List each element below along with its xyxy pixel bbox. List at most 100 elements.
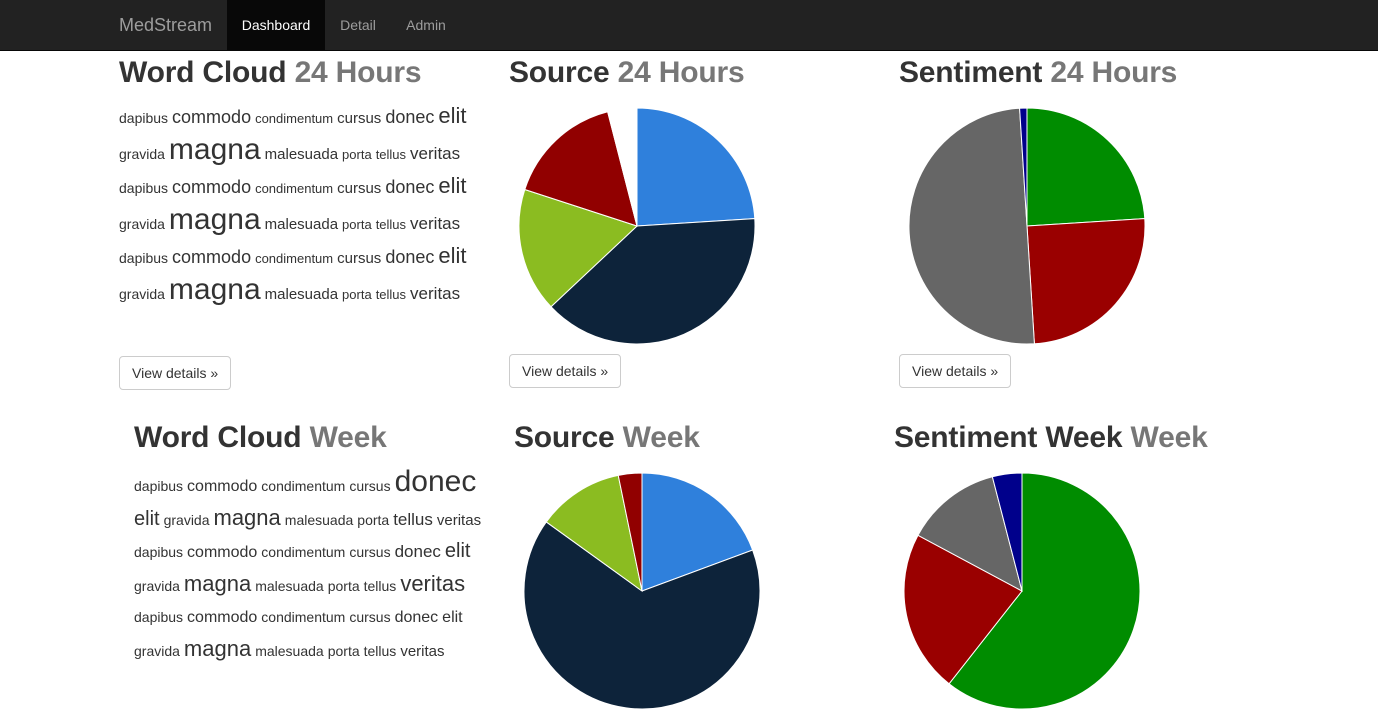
- cloud-word[interactable]: gravida: [163, 512, 210, 528]
- cloud-word[interactable]: tellus: [375, 287, 407, 302]
- cloud-word[interactable]: tellus: [375, 217, 407, 232]
- cloud-word[interactable]: donec: [394, 542, 441, 561]
- cloud-word[interactable]: magna: [168, 133, 261, 166]
- sentiment-week-slice[interactable]: [917, 476, 1023, 592]
- source-24-view-details-button[interactable]: View details »: [509, 354, 622, 388]
- sentiment-week-slice[interactable]: [991, 472, 1023, 592]
- source-week-slice[interactable]: [641, 472, 754, 592]
- cloud-word[interactable]: cursus: [349, 478, 391, 494]
- cloud-word[interactable]: tellus: [375, 147, 407, 162]
- cloud-word[interactable]: malesuada: [264, 216, 339, 233]
- source-24-slice[interactable]: [607, 107, 638, 227]
- nav-detail[interactable]: Detail: [340, 17, 376, 33]
- source-week-slice[interactable]: [523, 521, 761, 710]
- cloud-word[interactable]: elit: [438, 173, 467, 198]
- cloud-word[interactable]: dapibus: [119, 180, 169, 196]
- cloud-word[interactable]: dapibus: [119, 250, 169, 266]
- cloud-word[interactable]: gravida: [134, 578, 180, 594]
- cloud-word[interactable]: magna: [168, 273, 261, 306]
- cloud-word[interactable]: malesuada: [284, 512, 354, 528]
- cloud-word[interactable]: cursus: [337, 250, 382, 267]
- nav-dashboard[interactable]: Dashboard: [227, 0, 325, 50]
- brand[interactable]: MedStream: [119, 15, 213, 35]
- cloud-word[interactable]: porta: [342, 287, 372, 302]
- sentiment-24-slice[interactable]: [1026, 107, 1146, 227]
- source-week-slice[interactable]: [617, 472, 643, 592]
- cloud-word[interactable]: veritas: [410, 144, 461, 163]
- cloud-word[interactable]: gravida: [119, 146, 165, 162]
- cloud-word[interactable]: cursus: [337, 110, 382, 127]
- cloud-word[interactable]: veritas: [436, 512, 482, 529]
- cloud-word[interactable]: commodo: [172, 177, 252, 197]
- wordcloud-24-view-details-button[interactable]: View details »: [119, 356, 232, 390]
- cloud-word[interactable]: veritas: [400, 643, 445, 660]
- cloud-word[interactable]: magna: [183, 636, 252, 661]
- cloud-word[interactable]: gravida: [119, 216, 165, 232]
- cloud-word[interactable]: donec: [385, 177, 435, 197]
- cloud-word[interactable]: cursus: [337, 180, 382, 197]
- nav-admin[interactable]: Admin: [406, 17, 446, 33]
- cloud-word[interactable]: commodo: [187, 544, 258, 561]
- cloud-word[interactable]: donec: [385, 107, 435, 127]
- cloud-word[interactable]: porta: [342, 217, 372, 232]
- cloud-word[interactable]: tellus: [363, 643, 397, 659]
- cloud-word[interactable]: elit: [444, 540, 471, 562]
- cloud-word[interactable]: dapibus: [134, 544, 184, 560]
- cloud-word[interactable]: elit: [134, 508, 160, 530]
- sentiment-week-slice[interactable]: [948, 472, 1141, 710]
- cloud-word[interactable]: condimentum: [255, 251, 334, 266]
- cloud-word[interactable]: porta: [357, 512, 390, 528]
- source-24-slice[interactable]: [636, 107, 756, 227]
- cloud-word[interactable]: condimentum: [255, 181, 334, 196]
- cloud-word[interactable]: tellus: [363, 578, 397, 594]
- cloud-word[interactable]: donec: [394, 465, 477, 498]
- cloud-word[interactable]: malesuada: [264, 286, 339, 303]
- sentiment-24-slice[interactable]: [1026, 218, 1146, 345]
- cloud-word[interactable]: commodo: [187, 478, 258, 495]
- cloud-word[interactable]: donec: [385, 247, 435, 267]
- cloud-word[interactable]: cursus: [349, 544, 391, 560]
- cloud-word[interactable]: dapibus: [134, 478, 184, 494]
- cloud-word[interactable]: veritas: [400, 571, 466, 596]
- source-24-slice[interactable]: [518, 188, 638, 308]
- wordcloud-24-title: Word Cloud 24 Hours: [119, 56, 422, 90]
- sentiment-24-view-details-button[interactable]: View details »: [899, 354, 1012, 388]
- cloud-word[interactable]: condimentum: [261, 478, 346, 494]
- cloud-word[interactable]: condimentum: [255, 111, 334, 126]
- cloud-word[interactable]: magna: [213, 505, 281, 530]
- cloud-word[interactable]: commodo: [172, 247, 252, 267]
- source-week-slice[interactable]: [545, 474, 643, 593]
- wordcloud-week-title: Word Cloud Week: [134, 421, 387, 455]
- sentiment-24-title-sub: 24 Hours: [1050, 56, 1178, 89]
- sentiment-24-slice[interactable]: [1019, 107, 1028, 227]
- cloud-word[interactable]: magna: [183, 571, 252, 596]
- cloud-word[interactable]: dapibus: [119, 110, 169, 126]
- source-24-slice[interactable]: [550, 218, 756, 345]
- cloud-word[interactable]: condimentum: [261, 609, 346, 625]
- cloud-word[interactable]: tellus: [393, 510, 433, 529]
- cloud-word[interactable]: gravida: [134, 643, 180, 659]
- cloud-word[interactable]: condimentum: [261, 544, 346, 560]
- cloud-word[interactable]: malesuada: [264, 146, 339, 163]
- cloud-word[interactable]: porta: [327, 578, 360, 594]
- cloud-word[interactable]: porta: [327, 643, 360, 659]
- cloud-word[interactable]: malesuada: [255, 578, 324, 594]
- cloud-word[interactable]: dapibus: [134, 609, 184, 625]
- cloud-word[interactable]: gravida: [119, 286, 165, 302]
- cloud-word[interactable]: commodo: [172, 107, 252, 127]
- cloud-word[interactable]: donec: [394, 609, 439, 626]
- cloud-word[interactable]: elit: [442, 609, 463, 626]
- sentiment-week-slice[interactable]: [903, 534, 1023, 685]
- source-24-pie-chart: [518, 107, 756, 345]
- cloud-word[interactable]: commodo: [187, 609, 258, 626]
- cloud-word[interactable]: elit: [438, 243, 467, 268]
- cloud-word[interactable]: veritas: [410, 284, 461, 303]
- source-24-slice[interactable]: [524, 111, 638, 227]
- cloud-word[interactable]: magna: [168, 203, 261, 236]
- cloud-word[interactable]: elit: [438, 103, 467, 128]
- cloud-word[interactable]: porta: [342, 147, 372, 162]
- cloud-word[interactable]: cursus: [349, 609, 391, 625]
- sentiment-24-slice[interactable]: [908, 107, 1035, 345]
- cloud-word[interactable]: malesuada: [255, 643, 324, 659]
- cloud-word[interactable]: veritas: [410, 214, 461, 233]
